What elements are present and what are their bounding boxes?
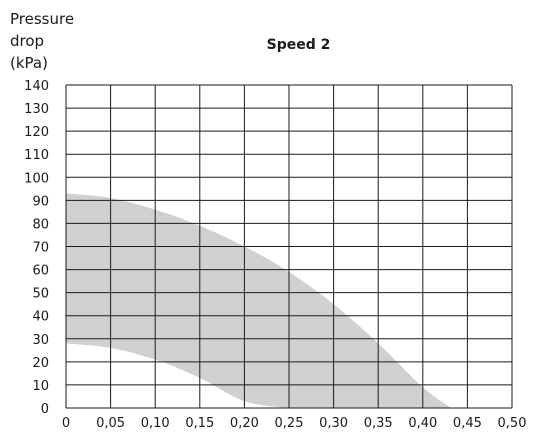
y-axis-label-line-1: Pressure [10, 10, 75, 28]
y-tick-label: 30 [32, 333, 49, 348]
y-tick-label: 70 [32, 241, 49, 256]
y-tick-label: 40 [32, 310, 49, 325]
x-tick-label: 0 [62, 416, 70, 431]
y-tick-label: 120 [24, 125, 49, 140]
x-tick-label: 0,45 [453, 416, 482, 431]
x-tick-label: 0,30 [319, 416, 348, 431]
y-tick-label: 130 [24, 102, 49, 117]
y-tick-label: 90 [32, 194, 49, 209]
y-tick-label: 80 [32, 217, 49, 232]
y-tick-label: 50 [32, 287, 49, 302]
operating-range-band [66, 193, 452, 409]
x-tick-label: 0,25 [275, 416, 304, 431]
x-tick-label: 0,10 [141, 416, 170, 431]
x-tick-label: 0,05 [96, 416, 125, 431]
y-tick-label: 140 [24, 79, 49, 94]
y-axis-label-line-2: drop [10, 32, 45, 50]
x-tick-label: 0,20 [230, 416, 259, 431]
y-axis-label-line-3: (kPa) [10, 54, 48, 72]
y-tick-label: 100 [24, 171, 49, 186]
y-tick-label: 10 [32, 379, 49, 394]
x-tick-label: 0,40 [408, 416, 437, 431]
y-tick-label: 20 [32, 356, 49, 371]
x-tick-label: 0,50 [498, 416, 527, 431]
y-tick-label: 60 [32, 264, 49, 279]
chart-title: Speed 2 [266, 37, 331, 53]
x-tick-label: 0,15 [185, 416, 214, 431]
y-tick-label: 110 [24, 148, 49, 163]
y-tick-label: 0 [41, 402, 49, 417]
x-tick-label: 0,35 [364, 416, 393, 431]
